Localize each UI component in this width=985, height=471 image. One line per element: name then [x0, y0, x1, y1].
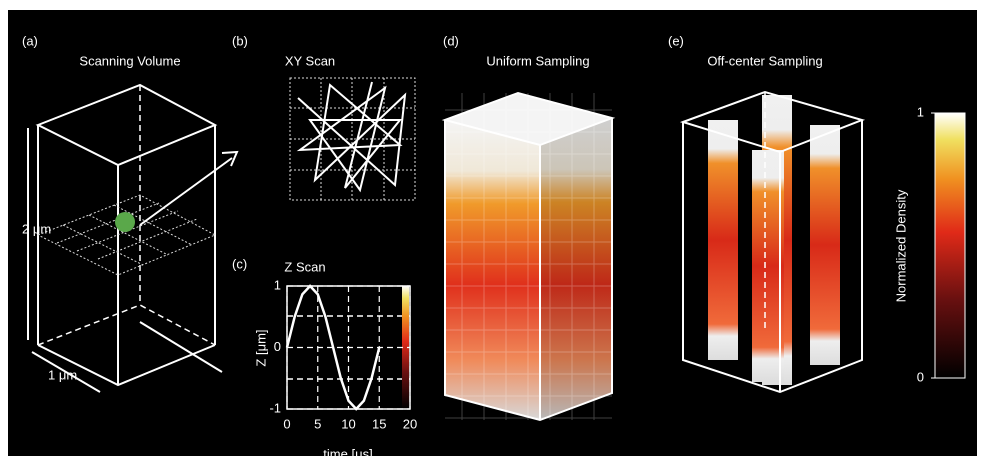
- x-tick-label: 0: [283, 416, 290, 431]
- y-tick-label: -1: [269, 400, 281, 415]
- x-tick-label: 10: [341, 416, 355, 431]
- x-tick-label: 5: [314, 416, 321, 431]
- panel-label: (c): [232, 256, 247, 271]
- colorbar-tick-label: 1: [917, 104, 924, 119]
- y-tick-label: 0: [274, 339, 281, 354]
- panel-label: (a): [22, 33, 38, 48]
- colorbar-label: Normalized Density: [893, 189, 908, 302]
- height-label: 2 μm: [22, 221, 51, 236]
- colorbar-scale: [935, 113, 965, 378]
- panel-label: (d): [443, 33, 459, 48]
- y-axis-label: Z [μm]: [253, 329, 268, 366]
- panel-title: Uniform Sampling: [486, 53, 589, 68]
- particle: [115, 212, 135, 232]
- x-axis-label: time [μs]: [323, 446, 372, 461]
- panel-title: XY Scan: [285, 53, 335, 68]
- colorbar-tick-label: 0: [917, 369, 924, 384]
- y-tick-label: 1: [274, 277, 281, 292]
- panel-label: (b): [232, 33, 248, 48]
- panel-title: Off-center Sampling: [707, 53, 822, 68]
- panel-label: (e): [668, 33, 684, 48]
- width-label: 1 μm: [48, 367, 77, 382]
- figure: (a) Scanning Volume 2 μm 1 μm (b) XY Sca…: [0, 0, 985, 466]
- x-tick-label: 15: [372, 416, 386, 431]
- pillar: [708, 120, 738, 360]
- chart-title: Z Scan: [284, 259, 325, 274]
- pillar: [810, 125, 840, 365]
- x-tick-label: 20: [403, 416, 417, 431]
- panel-title: Scanning Volume: [79, 53, 180, 68]
